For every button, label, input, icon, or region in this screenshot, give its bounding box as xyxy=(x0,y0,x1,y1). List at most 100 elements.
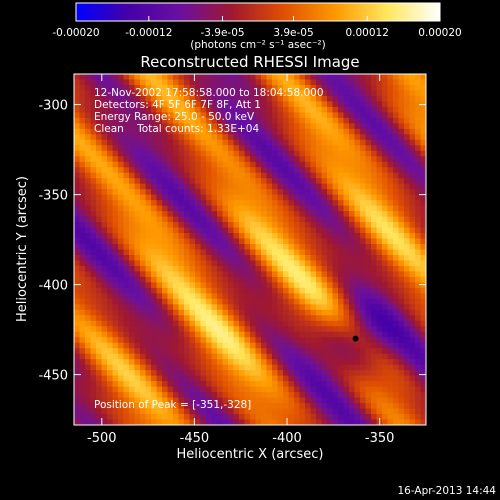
heatmap-cell xyxy=(156,359,163,366)
heatmap-cell xyxy=(310,364,317,371)
heatmap-cell xyxy=(178,276,185,284)
heatmap-cell xyxy=(184,156,191,163)
heatmap-cell xyxy=(283,348,290,355)
heatmap-cell xyxy=(327,364,334,371)
heatmap-cell xyxy=(332,397,339,404)
heatmap-cell xyxy=(354,222,361,229)
heatmap-cell xyxy=(365,183,372,190)
heatmap-cell xyxy=(365,287,372,294)
heatmap-cell xyxy=(85,249,92,256)
heatmap-cell xyxy=(398,74,405,81)
heatmap-cell xyxy=(107,320,114,327)
heatmap-cell xyxy=(211,211,218,218)
heatmap-cell xyxy=(272,172,279,179)
heatmap-cell xyxy=(244,145,251,152)
heatmap-cell xyxy=(299,419,306,425)
heatmap-cell xyxy=(387,342,394,349)
heatmap-cell xyxy=(178,254,185,262)
heatmap-cell xyxy=(200,337,207,344)
heatmap-cell xyxy=(173,359,180,366)
heatmap-cell xyxy=(255,106,262,113)
heatmap-cell xyxy=(162,276,169,284)
heatmap-cell xyxy=(266,211,273,218)
heatmap-cell xyxy=(244,74,251,81)
heatmap-cell xyxy=(316,276,323,284)
heatmap-cell xyxy=(360,326,367,333)
heatmap-cell xyxy=(173,183,180,190)
heatmap-cell xyxy=(184,403,191,410)
heatmap-cell xyxy=(261,326,268,333)
heatmap-cell xyxy=(123,227,130,234)
heatmap-cell xyxy=(129,331,136,338)
heatmap-cell xyxy=(123,381,130,388)
heatmap-cell xyxy=(217,309,224,316)
heatmap-cell xyxy=(184,315,191,322)
heatmap-cell xyxy=(151,249,158,256)
heatmap-cell xyxy=(327,106,334,113)
heatmap-cell xyxy=(266,194,273,201)
heatmap-cell xyxy=(151,320,158,327)
heatmap-cell xyxy=(338,90,345,97)
heatmap-cell xyxy=(382,381,389,388)
heatmap-cell xyxy=(178,238,185,245)
heatmap-cell xyxy=(151,123,158,130)
heatmap-cell xyxy=(239,183,246,190)
heatmap-cell xyxy=(283,414,290,421)
heatmap-cell xyxy=(387,326,394,333)
heatmap-cell xyxy=(189,227,196,234)
heatmap-cell xyxy=(200,298,207,305)
heatmap-cell xyxy=(415,260,422,267)
heatmap-cell xyxy=(118,156,125,163)
heatmap-cell xyxy=(349,342,356,349)
heatmap-cell xyxy=(288,244,295,251)
heatmap-cell xyxy=(134,238,141,245)
heatmap-cell xyxy=(118,200,125,207)
heatmap-cell xyxy=(90,309,97,316)
heatmap-cell xyxy=(123,287,130,294)
heatmap-cell xyxy=(349,414,356,421)
heatmap-cell xyxy=(250,403,257,410)
heatmap-cell xyxy=(250,238,257,245)
heatmap-cell xyxy=(409,139,416,146)
heatmap-cell xyxy=(189,414,196,421)
heatmap-cell xyxy=(134,293,141,300)
heatmap-cell xyxy=(310,403,317,410)
heatmap-cell xyxy=(420,381,426,388)
heatmap-cell xyxy=(222,254,229,262)
heatmap-cell xyxy=(167,304,174,311)
heatmap-cell xyxy=(173,271,180,278)
heatmap-cell xyxy=(228,205,235,212)
heatmap-cell xyxy=(327,392,334,399)
heatmap-cell xyxy=(239,320,246,327)
heatmap-cell xyxy=(266,320,273,327)
heatmap-cell xyxy=(294,353,301,360)
heatmap-cell xyxy=(376,403,383,410)
heatmap-cell xyxy=(233,315,240,322)
heatmap-cell xyxy=(112,403,119,410)
heatmap-cell xyxy=(145,315,152,322)
heatmap-cell xyxy=(90,348,97,355)
heatmap-cell xyxy=(420,222,426,229)
heatmap-cell xyxy=(354,183,361,190)
heatmap-cell xyxy=(79,84,86,92)
heatmap-cell xyxy=(151,79,158,86)
heatmap-cell xyxy=(239,342,246,349)
heatmap-cell xyxy=(305,375,312,382)
heatmap-cell xyxy=(151,222,158,229)
heatmap-cell xyxy=(354,260,361,267)
heatmap-cell xyxy=(217,403,224,410)
heatmap-cell xyxy=(217,106,224,113)
heatmap-cell xyxy=(288,211,295,218)
heatmap-cell xyxy=(371,364,378,371)
heatmap-cell xyxy=(244,95,251,103)
heatmap-cell xyxy=(118,74,125,81)
heatmap-cell xyxy=(288,233,295,240)
heatmap-cell xyxy=(200,293,207,300)
heatmap-cell xyxy=(129,271,136,278)
heatmap-cell xyxy=(167,392,174,399)
heatmap-cell xyxy=(200,233,207,240)
heatmap-cell xyxy=(387,397,394,404)
heatmap-cell xyxy=(310,348,317,355)
heatmap-cell xyxy=(288,117,295,124)
heatmap-cell xyxy=(211,205,218,212)
